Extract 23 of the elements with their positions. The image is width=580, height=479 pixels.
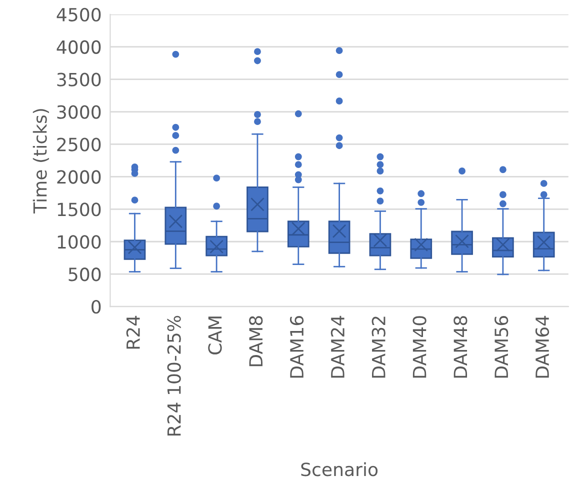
y-tick-label: 0 — [92, 300, 101, 314]
y-tick-label: 1000 — [58, 235, 101, 249]
x-tick-label: DAM40 — [412, 316, 426, 378]
x-axis-title: Scenario — [301, 462, 378, 476]
y-tick-label: 2500 — [57, 138, 101, 152]
x-tick-label: DAM48 — [454, 316, 468, 378]
y-axis-title: Time (ticks) — [32, 109, 49, 214]
y-tick-label: 3000 — [57, 105, 101, 119]
y-tick-label: 4500 — [56, 8, 101, 22]
x-tick-label: DAM24 — [330, 316, 344, 378]
y-tick-label: 1500 — [58, 202, 101, 216]
x-tick-label: DAM64 — [535, 316, 550, 378]
x-tick-label: R24 100-25% — [167, 316, 181, 436]
x-tick-label: DAM32 — [372, 316, 386, 378]
y-tick-label: 4000 — [56, 40, 101, 54]
y-tick-label: 3500 — [57, 72, 101, 86]
x-tick-label: DAM16 — [290, 316, 304, 378]
x-tick-label: DAM56 — [494, 316, 508, 378]
x-tick-label: R24 — [126, 316, 140, 349]
y-tick-label: 2000 — [57, 170, 101, 184]
x-tick-label: CAM — [208, 316, 222, 354]
x-tick-label: DAM8 — [249, 316, 263, 366]
y-tick-label: 500 — [68, 268, 101, 282]
